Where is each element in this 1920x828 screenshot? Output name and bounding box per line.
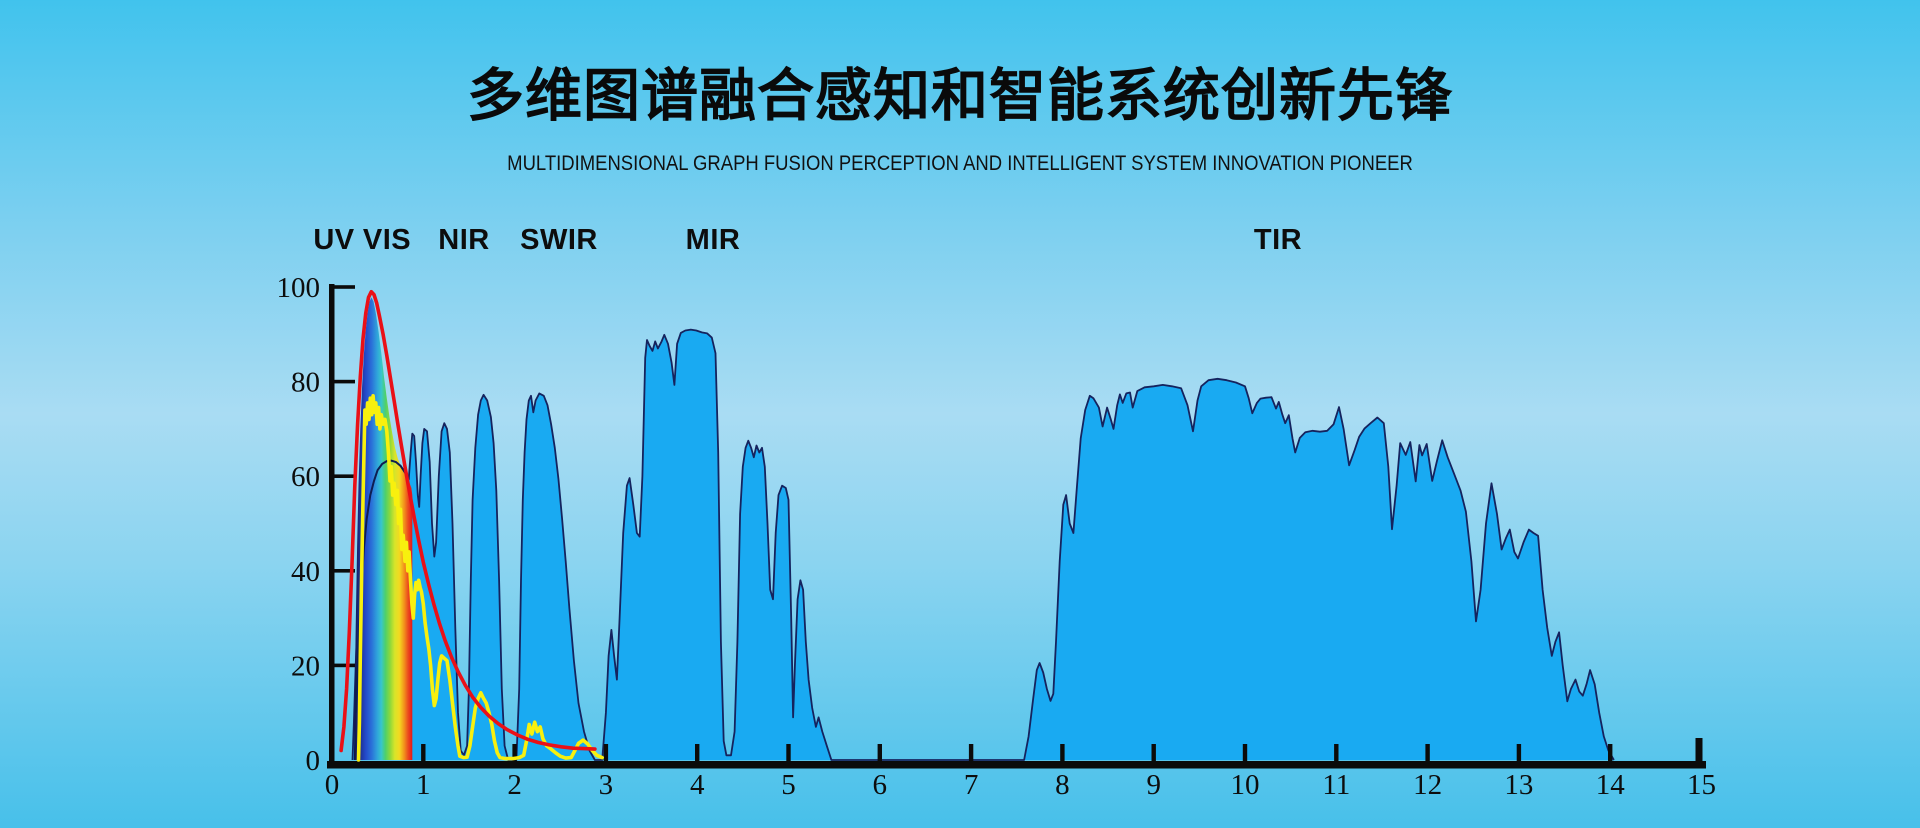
x-tick [695,744,700,761]
y-tick-label: 0 [306,745,321,777]
x-axis-end-tick [1695,738,1703,762]
x-tick-label: 6 [873,769,888,801]
y-tick [334,379,355,384]
x-tick-label: 7 [964,769,979,801]
x-tick [877,744,882,761]
y-tick-label: 100 [277,272,321,304]
x-tick-label: 13 [1504,769,1533,801]
page-title: 多维图谱融合感知和智能系统创新先锋 [467,64,1453,128]
x-axis-line [327,761,1706,769]
band-label-vis: VIS [362,224,412,256]
x-tick [1151,744,1156,761]
transmission-area [352,329,1614,760]
x-tick-label: 10 [1231,769,1260,801]
x-tick [786,744,791,761]
x-tick [1608,744,1613,761]
x-tick-label: 4 [690,769,705,801]
y-tick [334,569,355,573]
y-tick-label: 20 [291,650,320,682]
x-tick-label: 1 [416,769,431,801]
y-tick-label: 40 [291,556,320,588]
band-label-nir: NIR [438,224,490,256]
x-tick [1425,744,1430,761]
transmission-outline [351,328,1615,761]
x-tick [1516,744,1522,761]
band-label-uv: UV [313,224,355,256]
y-tick [334,474,355,478]
x-tick-label: 12 [1413,769,1442,801]
y-tick [334,285,355,289]
y-axis-line [329,284,335,768]
band-label-tir: TIR [1253,224,1303,256]
x-tick-label: 8 [1055,769,1070,801]
page-subtitle: MULTIDIMENSIONAL GRAPH FUSION PERCEPTION… [507,152,1413,175]
y-tick-label: 80 [291,367,320,399]
blackbody-curve [339,289,597,753]
x-tick-label: 2 [507,769,522,801]
x-tick [1060,744,1065,761]
x-tick-label: 0 [325,769,340,801]
x-tick-label: 11 [1322,769,1350,801]
x-tick-label: 14 [1596,769,1626,801]
x-tick [603,744,609,761]
y-tick [334,663,355,668]
y-tick-label: 60 [291,461,320,493]
x-tick [968,744,974,761]
x-tick [512,744,517,761]
x-tick-label: 15 [1687,769,1716,801]
x-tick-label: 9 [1146,769,1161,801]
x-tick-label: 3 [599,769,614,801]
band-label-swir: SWIR [520,224,598,256]
band-label-mir: MIR [685,224,741,256]
x-tick [1334,744,1339,761]
x-tick [1242,744,1248,761]
x-tick [421,744,426,761]
solar-ground-curve [356,394,604,762]
x-tick-label: 5 [781,769,796,801]
